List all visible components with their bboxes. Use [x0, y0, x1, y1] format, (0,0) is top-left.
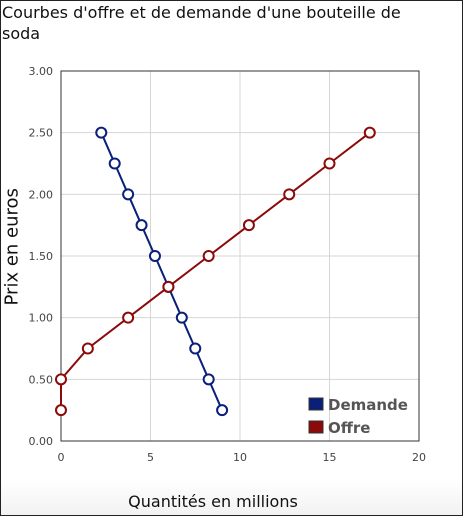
x-tick-label: 20: [412, 451, 426, 464]
x-axis-label: Quantités en millions: [128, 492, 298, 511]
legend: Demande Offre: [308, 396, 408, 437]
data-point-demande: [216, 404, 229, 417]
y-tick-label: 2.00: [29, 188, 54, 201]
y-tick-label: 0.50: [29, 373, 54, 386]
data-point-offre: [55, 373, 67, 386]
data-point-demande: [95, 126, 108, 139]
legend-label-offre: Offre: [328, 419, 370, 437]
data-point-offre: [81, 342, 94, 355]
plot-border: [60, 70, 420, 442]
series-offre: [55, 126, 376, 417]
data-point-demande: [189, 342, 202, 355]
data-point-offre: [162, 280, 175, 293]
data-point-offre: [283, 188, 296, 201]
x-tick-label: 10: [233, 451, 247, 464]
data-point-demande: [122, 188, 135, 201]
y-tick-label: 1.50: [29, 250, 54, 263]
legend-swatch-demande: [308, 397, 324, 411]
x-tick-labels: 0 5 10 15 20: [58, 451, 427, 464]
legend-label-demande: Demande: [328, 396, 408, 414]
data-point-demande: [202, 373, 215, 386]
data-point-demande: [148, 250, 161, 262]
data-point-offre: [202, 250, 215, 262]
data-point-demande: [108, 157, 121, 170]
legend-swatch-offre: [308, 420, 324, 434]
data-point-demande: [175, 311, 188, 324]
y-tick-label: 3.00: [29, 65, 54, 78]
data-point-demande: [135, 219, 148, 232]
data-point-offre: [242, 219, 255, 232]
y-tick-label: 2.50: [29, 127, 54, 140]
y-tick-labels: 0.00 0.50 1.00 1.50 2.00 2.50 3.00: [29, 65, 54, 448]
x-tick-label: 0: [58, 451, 65, 464]
data-point-offre: [55, 404, 67, 417]
series-line-demande: [100, 132, 224, 411]
chart-title: Courbes d'offre et de demande d'une bout…: [2, 3, 401, 43]
x-tick-label: 5: [147, 451, 154, 464]
data-point-offre: [122, 311, 135, 324]
series-layer: [55, 126, 376, 417]
series-line-offre: [60, 131, 371, 411]
y-tick-label: 1.00: [29, 312, 54, 325]
x-tick-label: 15: [323, 451, 337, 464]
y-tick-label: 0.00: [29, 435, 54, 448]
data-point-offre: [363, 126, 376, 139]
series-demande: [95, 126, 229, 417]
data-point-offre: [323, 157, 336, 170]
